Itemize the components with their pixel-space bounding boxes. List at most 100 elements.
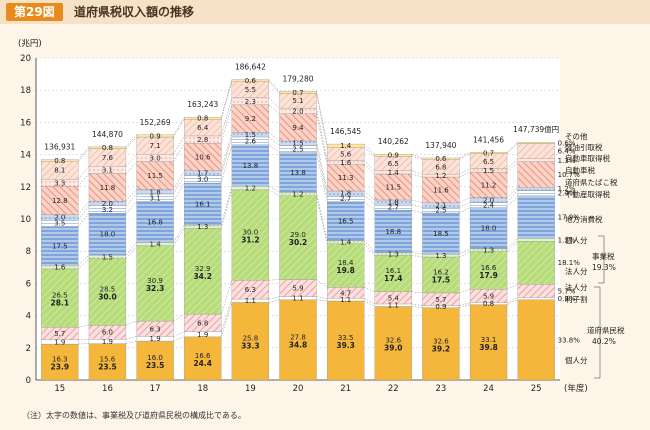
bar-segment-hojin_ji [41,268,79,328]
segment-label: 4.7 [340,289,351,297]
connector-line [173,228,185,246]
segment-label: 6.5 [483,158,494,166]
segment-label: 13.8 [290,169,306,177]
bar-segment-hojin_ji [422,256,460,294]
connector-line [173,224,185,243]
bar-segment-hojin_min [517,297,555,300]
series-name-label: 自動車税 [565,165,595,175]
connector-line [363,143,375,155]
segment-label: 5.9 [292,285,303,293]
segment-label: 16.3 [52,356,68,364]
segment-label: 9.4 [292,124,304,132]
bar-segment-hojin_ji [469,251,508,290]
segment-label: 29.0 [290,231,306,239]
segment-label: 11.5 [147,172,163,180]
connector-line [78,255,90,266]
bar-segment-jidosha [279,113,317,142]
segment-label: 17.5 [52,243,68,251]
x-tick-label: 20 [293,384,304,394]
connector-line [459,153,471,160]
connector-line [316,113,328,165]
bar-segment-tabako [517,187,555,191]
segment-label: 30.9 [147,277,163,285]
connector-line [411,199,423,204]
bar-segment-sonota [231,79,270,82]
x-tick-label: 25 [531,384,542,394]
segment-label: 2.0 [102,200,113,208]
connector-line [220,144,233,184]
segment-label: 6.4 [197,124,209,132]
connector-line [173,313,185,322]
y-tick-label: 0 [26,376,31,386]
connector-line [459,302,471,306]
connector-line [506,238,518,249]
segment-label: 2.5 [435,207,446,215]
bar-segment-kojin_ji [517,238,555,242]
segment-label: 2.0 [483,196,494,204]
connector-line [363,160,375,172]
y-tick-label: 2 [26,344,31,354]
segment-label: 33.5 [338,334,354,342]
segment-label: 0.8 [102,144,113,152]
segment-label: 16.8 [147,219,163,227]
connector-line [173,143,185,162]
segment-bold-label: 23.5 [98,362,117,371]
segment-bold-label: 32.3 [146,284,165,293]
bar-segment-jidosha [326,164,365,192]
bar-segment-chiho [469,207,508,249]
series-name-label: 利子割 [565,294,588,304]
bar-segment-shutoku [517,158,555,163]
segment-label: 1.4 [150,241,162,249]
segment-label: 1.3 [388,251,399,259]
connector-line [316,152,328,202]
segment-bold-label: 17.4 [384,274,403,283]
connector-line [268,104,280,115]
x-tick-label: 18 [197,384,208,394]
segment-label: 13.8 [243,162,259,170]
segment-label: 6.0 [102,329,113,337]
bar-segment-jidosha [184,143,222,171]
bar-segment-sonota [374,154,412,157]
connector-line [411,173,423,178]
segment-label: 1.4 [388,169,400,177]
segment-label: 33.8% [558,336,581,344]
bar-segment-hojin_ji [374,255,412,292]
bar-segment-kojin_min [41,343,79,381]
bar-segment-kojin_min [326,300,365,381]
connector-line [411,170,423,175]
bar-total-label: 163,243 [187,100,218,109]
segment-label: 1.1 [388,302,399,310]
connector-line [459,251,471,258]
connector-line [173,119,185,138]
bar-segment-chiho [279,152,317,193]
segment-label: 0.7 [483,150,494,158]
x-tick-label: 21 [340,384,351,394]
segment-label: 5.7 [54,330,65,338]
bar-segment-rishiwari [517,284,555,298]
bars [41,79,555,381]
segment-label: 1.2 [245,185,256,193]
connector-line [268,299,280,303]
bar-segment-sonota [469,152,508,155]
connector-line [173,182,185,202]
y-tick-label: 16 [20,118,31,128]
segment-label: 0.6 [435,155,447,163]
bar-segment-chiho [136,201,174,243]
connector-line [220,81,233,120]
segment-label: 16.1 [385,267,401,275]
bar-segment-chiho [231,144,270,187]
bar-segment-chiho [88,213,127,256]
segment-label: 11.8 [100,184,116,192]
connector-line [411,209,423,214]
bar-segment-jidosha [374,173,412,201]
bar-segment-kojin_min [88,343,127,381]
segment-label: 0.8 [483,300,494,308]
segment-label: 3.2 [102,206,113,214]
bar-segment-kojin_min [231,302,270,381]
connector-line [316,195,328,244]
segment-label: 18.1% [558,259,581,267]
connector-line [220,79,233,118]
connector-line [268,79,280,92]
connector-line [220,104,233,144]
